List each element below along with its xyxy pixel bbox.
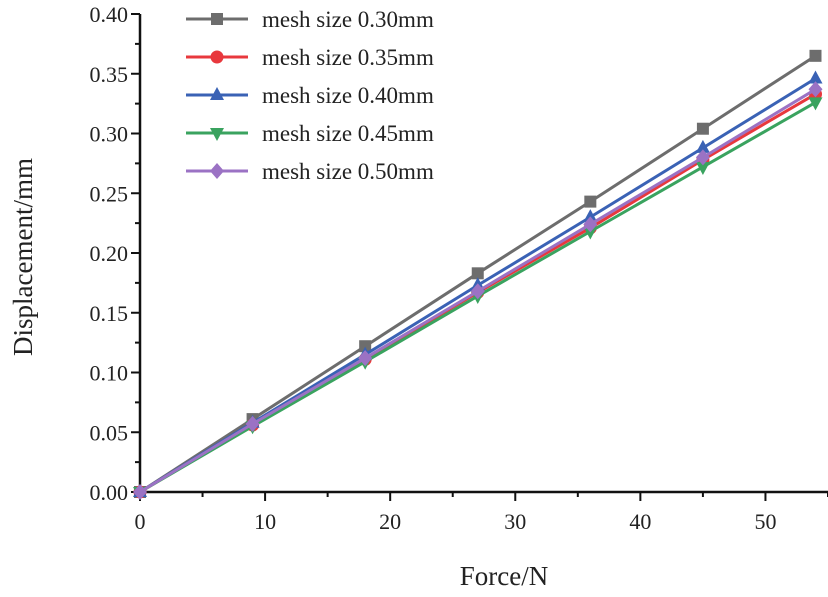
data-point	[583, 209, 598, 223]
data-point	[133, 484, 147, 500]
y-tick-label: 0.40	[90, 2, 129, 27]
x-tick-label: 30	[504, 509, 526, 534]
x-tick-label: 20	[379, 509, 401, 534]
data-point	[808, 81, 823, 98]
y-tick-label: 0.15	[90, 301, 129, 326]
y-tick-label: 0.35	[90, 62, 129, 87]
legend-marker	[210, 87, 224, 100]
legend-marker	[210, 50, 224, 64]
y-tick-label: 0.20	[90, 241, 129, 266]
legend-label: mesh size 0.50mm	[262, 159, 434, 184]
x-axis-title: Force/N	[460, 561, 548, 591]
series-4	[133, 81, 823, 500]
data-point	[359, 340, 372, 353]
data-point	[583, 226, 598, 240]
axes	[138, 14, 828, 494]
y-tick-label: 0.05	[90, 420, 129, 445]
legend-marker	[211, 13, 223, 25]
data-point	[583, 216, 598, 233]
legend-marker	[210, 128, 224, 141]
data-point	[358, 350, 373, 367]
legend-entry: mesh size 0.40mm	[186, 83, 434, 108]
legend-label: mesh size 0.45mm	[262, 121, 434, 146]
legend-label: mesh size 0.30mm	[262, 7, 434, 32]
data-point	[695, 139, 710, 153]
data-point	[808, 97, 823, 111]
data-point	[809, 49, 822, 62]
y-tick-label: 0.10	[90, 361, 129, 386]
legend-label: mesh size 0.35mm	[262, 45, 434, 70]
legend: mesh size 0.30mm mesh size 0.35mm mesh siz…	[186, 7, 434, 184]
legend-entry: mesh size 0.35mm	[186, 45, 434, 70]
data-point	[584, 195, 597, 208]
series-layer	[133, 49, 823, 500]
legend-entry: mesh size 0.50mm	[186, 159, 434, 184]
data-point	[470, 283, 485, 300]
data-point	[471, 267, 484, 280]
y-tick-label: 0.30	[90, 122, 129, 147]
data-point	[696, 122, 709, 135]
legend-entry: mesh size 0.30mm	[186, 7, 434, 32]
legend-label: mesh size 0.40mm	[262, 83, 434, 108]
x-tick-label: 40	[629, 509, 651, 534]
y-axis-title: Displacement/mm	[8, 158, 38, 356]
x-tick-label: 10	[254, 509, 276, 534]
data-point	[695, 161, 710, 175]
x-tick-label: 0	[135, 509, 146, 534]
data-point	[245, 415, 260, 432]
data-point	[695, 149, 710, 166]
ticks: 0.00 0.05 0.10 0.15 0.20 0.25 0.30 0.35 0.40 0 10 2…	[90, 2, 828, 534]
x-tick-label: 50	[754, 509, 776, 534]
legend-marker	[210, 163, 224, 179]
legend-entry: mesh size 0.45mm	[186, 121, 434, 146]
y-tick-label: 0.00	[90, 480, 129, 505]
data-point	[808, 70, 823, 84]
y-tick-label: 0.25	[90, 181, 129, 206]
